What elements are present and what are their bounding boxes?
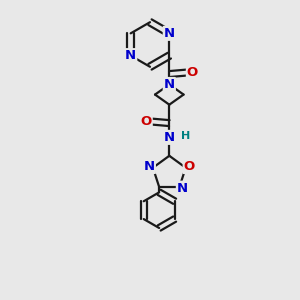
Text: N: N — [164, 78, 175, 91]
Text: N: N — [125, 49, 136, 62]
Text: O: O — [140, 115, 152, 128]
Text: N: N — [164, 131, 175, 144]
Text: N: N — [144, 160, 155, 173]
Text: N: N — [177, 182, 188, 195]
Text: N: N — [164, 27, 175, 40]
Text: O: O — [187, 66, 198, 79]
Text: H: H — [181, 131, 190, 142]
Text: O: O — [184, 160, 195, 173]
